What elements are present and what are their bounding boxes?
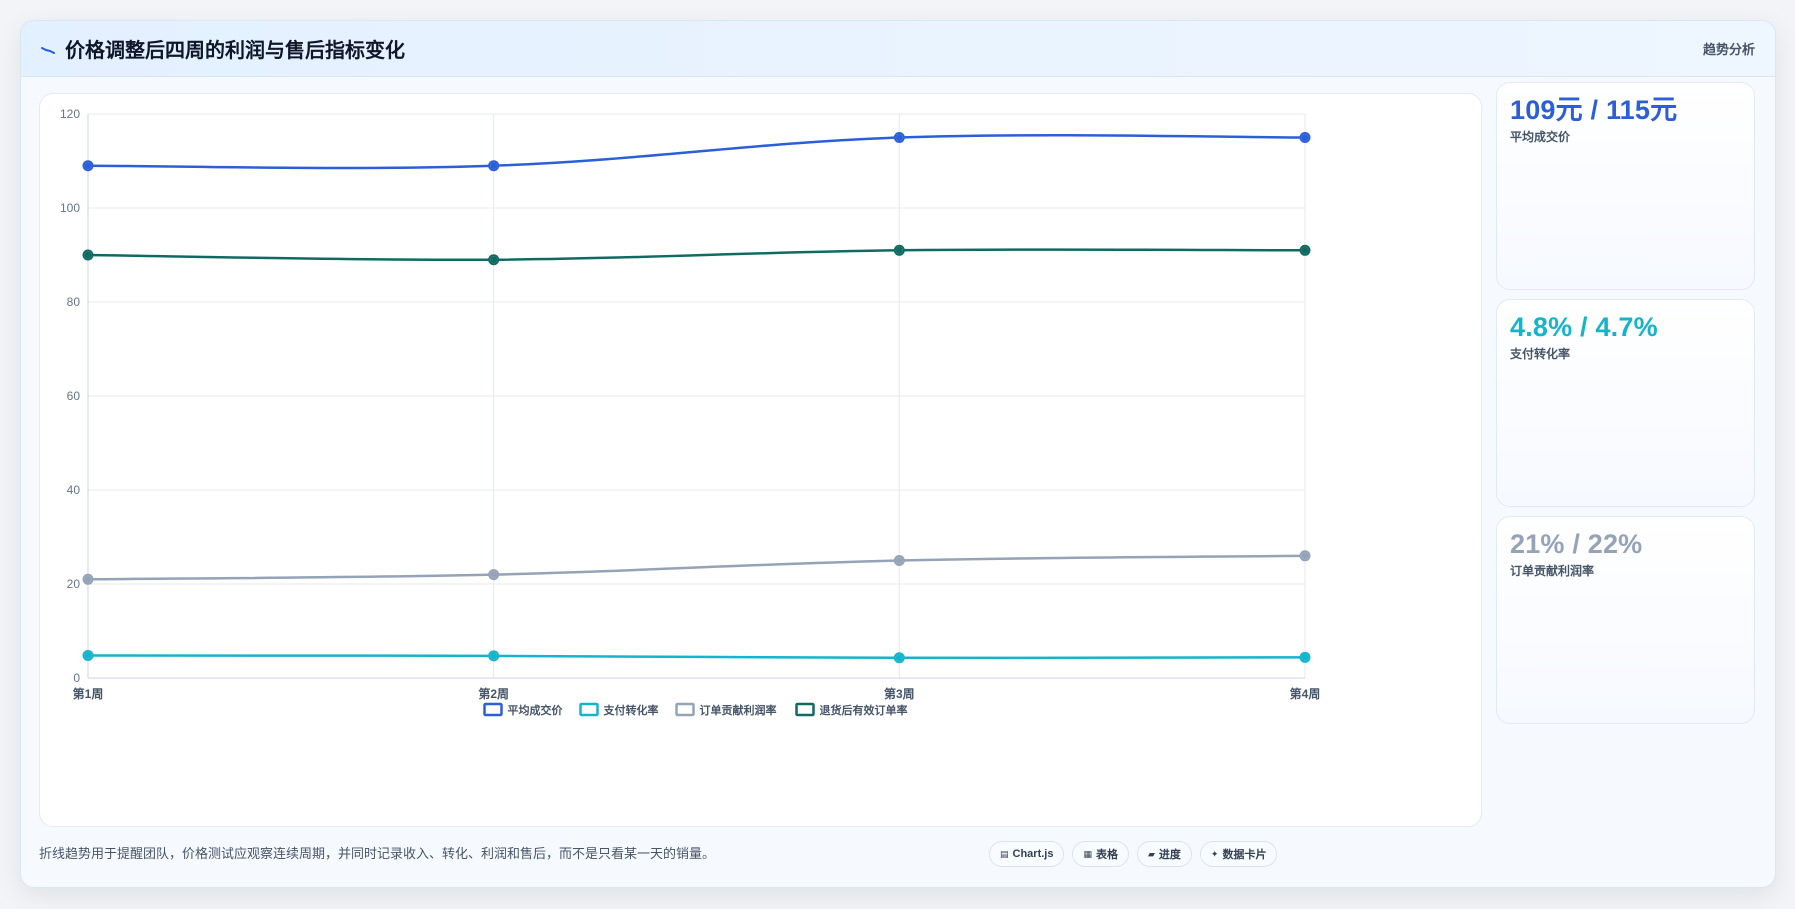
trend-line-icon [41, 46, 55, 54]
series-line [87, 654, 1306, 660]
x-tick-label: 第3周 [884, 686, 915, 701]
legend-label: 退货后有效订单率 [820, 703, 908, 717]
series-line [87, 133, 1306, 170]
data-point-ring [1299, 244, 1311, 256]
chip-label: Chart.js [1012, 848, 1054, 860]
sparkle-icon: ✦ [1210, 848, 1219, 859]
series-line [87, 248, 1306, 262]
chip-data-cards[interactable]: ✦ 数据卡片 [1199, 841, 1278, 867]
legend-label: 订单贡献利润率 [700, 703, 777, 717]
y-tick-label: 60 [67, 389, 81, 403]
data-point-ring [82, 649, 94, 661]
legend-label: 支付转化率 [603, 703, 659, 717]
data-point-ring [488, 254, 500, 266]
chip-progress[interactable]: ▰ 进度 [1137, 841, 1192, 867]
data-point-ring [82, 573, 94, 585]
kpi-value: 21% / 22% [1510, 529, 1643, 559]
chip-label: 数据卡片 [1222, 849, 1267, 861]
x-tick-label: 第2周 [478, 686, 509, 701]
data-point-ring [893, 132, 905, 143]
chip-chartjs[interactable]: ▤ Chart.js [989, 841, 1065, 867]
progress-icon: ▰ [1148, 848, 1155, 859]
chip-label: 表格 [1096, 849, 1118, 861]
kpi-label: 订单贡献利润率 [1510, 564, 1595, 578]
analysis-badge: 趋势分析 [1702, 42, 1755, 57]
series-line [87, 554, 1306, 581]
tech-chips: ▤ Chart.js ▦ 表格 ▰ 进度 ✦ 数据卡片 [989, 841, 1278, 867]
kpi-label: 支付转化率 [1510, 347, 1571, 361]
kpi-value: 4.8% / 4.7% [1510, 312, 1658, 342]
y-tick-label: 120 [60, 107, 80, 121]
chart-icon: ▤ [1000, 848, 1009, 859]
legend-label: 平均成交价 [508, 703, 564, 717]
page-title: 价格调整后四周的利润与售后指标变化 [65, 40, 405, 62]
legend-swatch [483, 702, 503, 717]
chip-table[interactable]: ▦ 表格 [1072, 841, 1129, 867]
kpi-card-margin: 21% / 22% 订单贡献利润率 [1496, 516, 1755, 724]
chip-label: 进度 [1158, 849, 1181, 861]
x-tick-label: 第4周 [1290, 686, 1321, 701]
data-point-ring [893, 244, 905, 256]
title-wrap: 价格调整后四周的利润与售后指标变化 [41, 34, 405, 63]
data-point-ring [1299, 550, 1311, 562]
footer-note: 折线趋势用于提醒团队，价格测试应观察连续周期，并同时记录收入、转化、利润和售后，… [39, 846, 716, 861]
kpi-card-conversion: 4.8% / 4.7% 支付转化率 [1496, 299, 1755, 507]
kpi-card-avg-price: 109元 / 115元 平均成交价 [1496, 82, 1755, 290]
x-tick-label: 第1周 [73, 686, 104, 701]
data-point-ring [893, 652, 905, 664]
legend-swatch [795, 702, 815, 717]
y-tick-label: 40 [67, 483, 81, 497]
y-tick-label: 80 [67, 295, 81, 309]
y-tick-label: 0 [73, 671, 80, 685]
kpi-label: 平均成交价 [1510, 130, 1571, 144]
legend-swatch [579, 702, 599, 717]
data-point-ring [488, 160, 500, 172]
y-tick-label: 100 [60, 201, 80, 215]
card-header: 价格调整后四周的利润与售后指标变化 趋势分析 [21, 21, 1775, 77]
y-tick-label: 20 [67, 577, 81, 591]
kpi-value: 109元 / 115元 [1510, 95, 1678, 125]
data-point-ring [893, 555, 905, 566]
data-point-ring [488, 650, 500, 662]
data-point-ring [488, 569, 500, 581]
table-icon: ▦ [1083, 848, 1092, 859]
legend-swatch [675, 702, 695, 717]
chart-panel: 0 20 40 60 80 100 120 第1周 第2周 第3周 第4周平均成交价 支付转化率 订单贡… [39, 93, 1482, 827]
data-point-ring [1299, 132, 1311, 143]
data-point-ring [82, 249, 94, 261]
data-point-ring [1299, 651, 1311, 663]
dashboard-card: 价格调整后四周的利润与售后指标变化 趋势分析 0 20 40 60 80 100 120 第1… [20, 20, 1776, 888]
data-point-ring [82, 160, 94, 172]
